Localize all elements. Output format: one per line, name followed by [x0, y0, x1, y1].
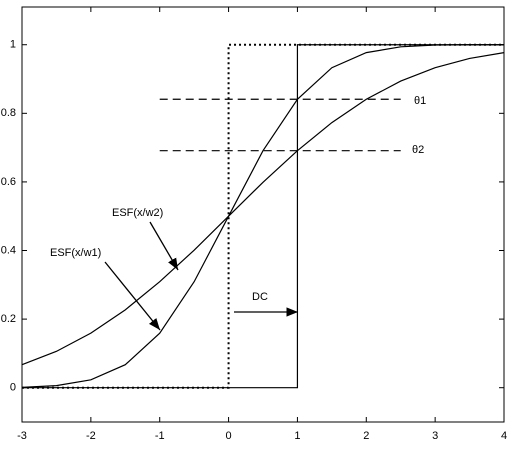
- y-tick-label: 0.2: [1, 313, 16, 325]
- x-tick-label: 3: [432, 430, 438, 442]
- annotation: ESF(x/w2): [112, 207, 163, 219]
- annotation: θ2: [412, 144, 424, 156]
- x-tick-label: -3: [17, 430, 27, 442]
- y-tick-label: 0.6: [1, 176, 16, 188]
- annotation: DC: [252, 291, 268, 303]
- annotation-arrow: [149, 221, 179, 271]
- series-line: [21, 44, 504, 388]
- x-tick-label: -1: [155, 430, 165, 442]
- y-tick-label: 0: [10, 382, 16, 394]
- x-tick-label: -2: [86, 430, 96, 442]
- y-tick-label: 0.8: [1, 107, 16, 119]
- annotation-arrow: [104, 261, 161, 331]
- x-tick-label: 4: [501, 430, 507, 442]
- annotation: ESF(x/w1): [50, 247, 101, 259]
- series-line: [22, 44, 504, 389]
- annotation: θ1: [414, 95, 426, 107]
- y-tick-label: 1: [10, 39, 16, 51]
- series-line: [21, 52, 505, 366]
- plot-frame: [21, 6, 505, 423]
- x-tick-label: 0: [226, 430, 232, 442]
- series-line: [22, 43, 504, 389]
- x-tick-label: 2: [363, 430, 369, 442]
- x-tick-label: 1: [294, 430, 300, 442]
- y-tick-label: 0.4: [1, 244, 16, 256]
